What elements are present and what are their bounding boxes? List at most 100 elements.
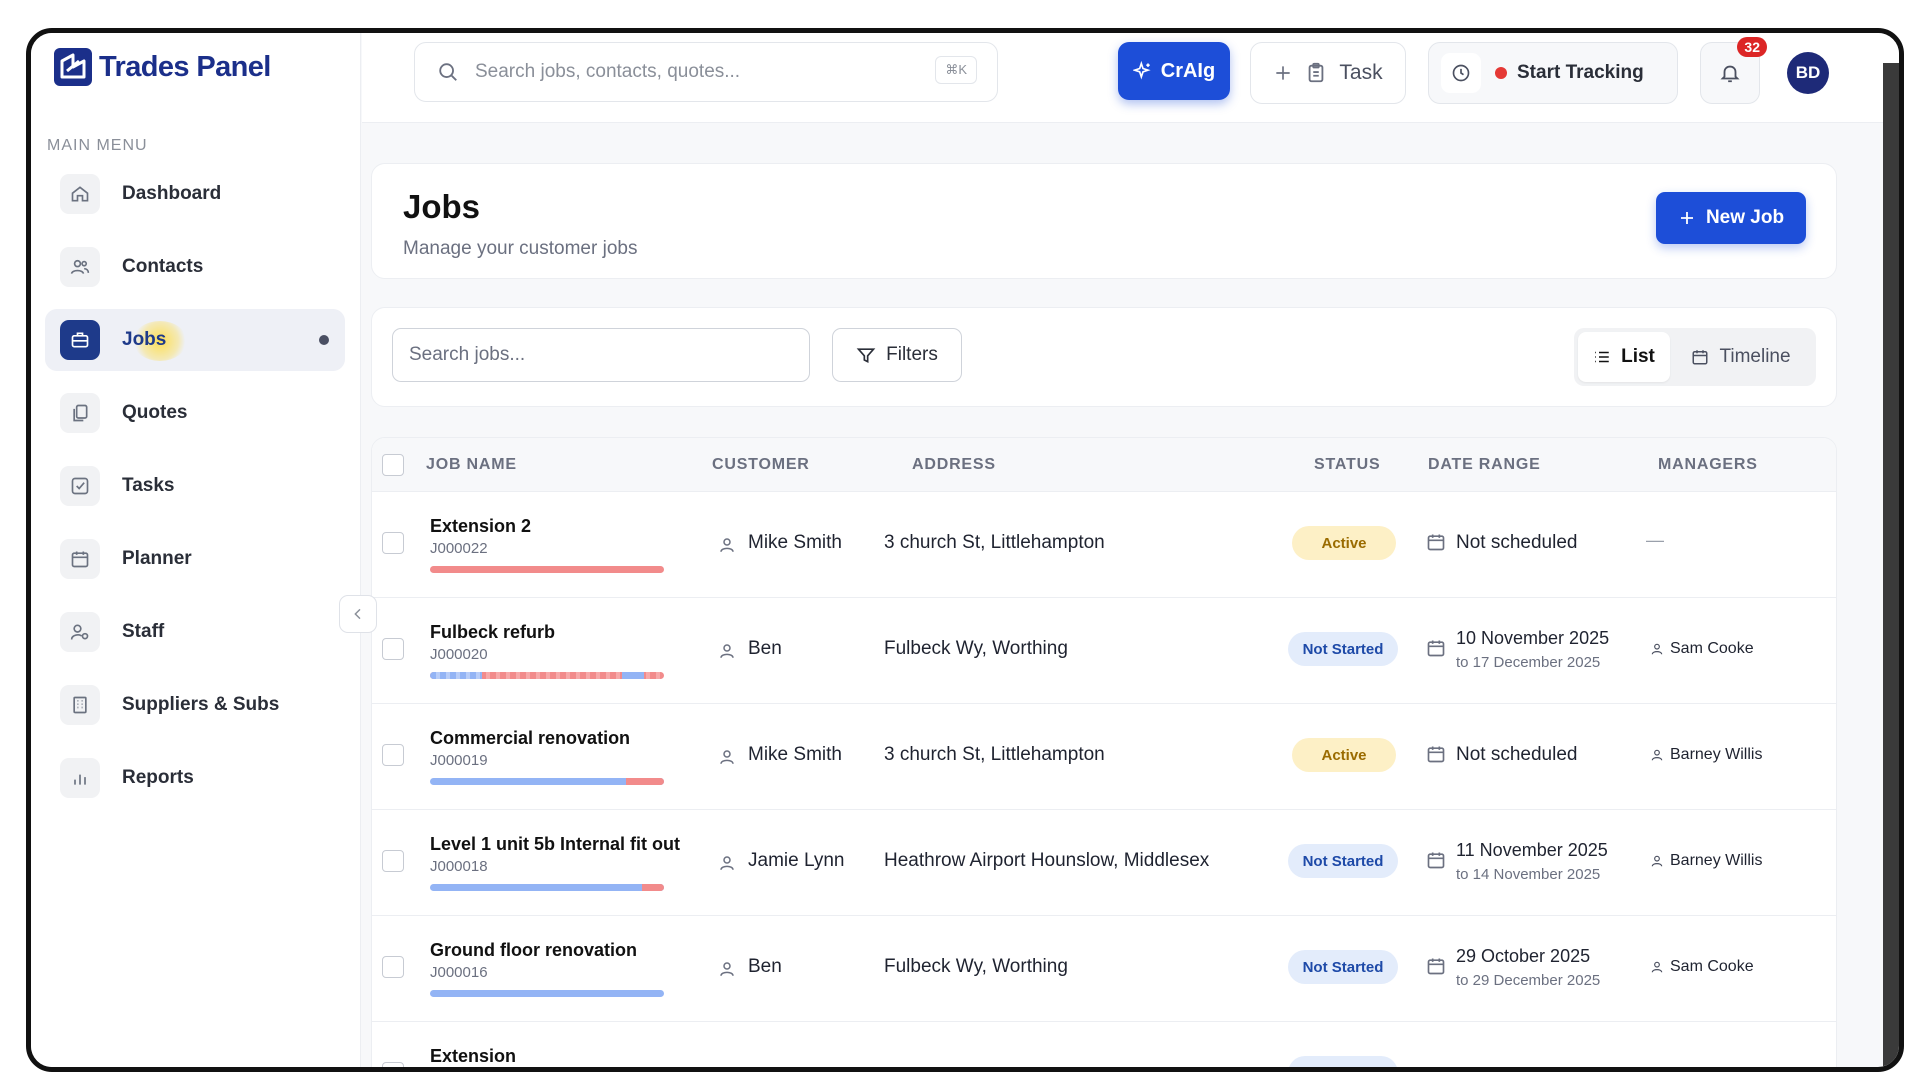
manager[interactable]: Barney Willis [1650, 746, 1762, 764]
job-progress-bar [430, 884, 664, 891]
select-all-checkbox[interactable] [382, 454, 404, 476]
person-icon [1651, 749, 1663, 761]
sidebar-item-label: Staff [122, 621, 165, 642]
notifications-button[interactable]: 32 [1700, 37, 1767, 104]
view-list-button[interactable]: List [1578, 332, 1670, 382]
person-icon [720, 962, 734, 976]
plus-icon [1680, 212, 1693, 224]
add-task-button[interactable]: Task [1250, 42, 1406, 104]
sidebar-item-tasks[interactable]: Tasks [45, 455, 345, 517]
craig-ai-button[interactable]: CrAIg [1118, 42, 1230, 100]
table-row[interactable]: Extension 2 J000022 Mike Smith 3 church … [372, 492, 1836, 598]
sidebar-item-label: Suppliers & Subs [122, 694, 280, 715]
view-timeline-button[interactable]: Timeline [1670, 332, 1812, 382]
documents-icon [60, 393, 100, 433]
table-row[interactable]: Fulbeck refurb J000020 Ben Fulbeck Wy, W… [372, 598, 1836, 704]
column-header-customer[interactable]: CUSTOMER [712, 456, 810, 473]
sidebar-item-contacts[interactable]: Contacts [45, 236, 345, 298]
manager-name: Barney Willis [1670, 852, 1763, 869]
table-row[interactable]: Level 1 unit 5b Internal fit out J000018… [372, 810, 1836, 916]
global-search-input[interactable] [475, 61, 915, 83]
job-name[interactable]: Level 1 unit 5b Internal fit out [430, 834, 681, 854]
table-row[interactable]: Extension [372, 1022, 1836, 1067]
manager[interactable]: Barney Willis [1650, 852, 1762, 870]
person-icon [720, 856, 734, 870]
row-checkbox[interactable] [382, 638, 404, 660]
job-name[interactable]: Extension [430, 1046, 517, 1066]
customer-name[interactable]: Mike Smith [748, 532, 842, 553]
active-indicator-dot [319, 335, 329, 345]
job-search-input[interactable] [392, 328, 810, 382]
row-checkbox[interactable] [382, 850, 404, 872]
status-badge: Active [1292, 526, 1396, 560]
window-scrollbar[interactable] [1883, 63, 1899, 1067]
new-job-label: New Job [1705, 207, 1785, 228]
sidebar-item-label: Planner [122, 548, 192, 569]
user-avatar[interactable]: BD [1787, 52, 1829, 94]
building-icon [60, 685, 100, 725]
clipboard-icon [1309, 62, 1324, 83]
logo[interactable]: Trades Panel [53, 47, 271, 87]
job-name[interactable]: Commercial renovation [430, 728, 631, 748]
status-badge: Active [1292, 738, 1396, 772]
search-icon [439, 63, 457, 81]
column-header-address[interactable]: ADDRESS [912, 456, 996, 473]
sidebar-item-quotes[interactable]: Quotes [45, 382, 345, 444]
filters-button[interactable]: Filters [832, 328, 962, 382]
person-icon [720, 750, 734, 764]
sidebar: Trades Panel MAIN MENU Dashboard Contact… [31, 33, 361, 1067]
job-name[interactable]: Extension 2 [430, 516, 532, 536]
brand-name: Trades Panel [99, 50, 271, 83]
column-header-date-range[interactable]: DATE RANGE [1428, 456, 1541, 473]
status-badge [1288, 1056, 1398, 1067]
start-tracking-button[interactable]: Start Tracking [1428, 42, 1678, 104]
new-job-button[interactable]: New Job [1656, 192, 1806, 244]
person-icon [720, 644, 734, 658]
customer-name[interactable]: Mike Smith [748, 744, 842, 765]
user-cog-icon [60, 612, 100, 652]
check-square-icon [60, 466, 100, 506]
sidebar-item-suppliers[interactable]: Suppliers & Subs [45, 674, 345, 736]
column-header-managers[interactable]: MANAGERS [1658, 456, 1758, 473]
calendar-icon [1427, 640, 1445, 657]
job-name[interactable]: Fulbeck refurb [430, 622, 556, 642]
top-bar: ⌘K CrAIg Task Start Tracking 32 BD [362, 33, 1899, 123]
customer-name[interactable]: Ben [748, 956, 782, 977]
person-icon [720, 538, 734, 552]
job-name[interactable]: Ground floor renovation [430, 940, 637, 960]
row-checkbox[interactable] [382, 956, 404, 978]
table-row[interactable]: Ground floor renovation J000016 Ben Fulb… [372, 916, 1836, 1022]
row-checkbox[interactable] [382, 532, 404, 554]
sidebar-item-label: Dashboard [122, 183, 222, 204]
sidebar-item-planner[interactable]: Planner [45, 528, 345, 590]
manager[interactable]: Sam Cooke [1650, 640, 1754, 658]
sidebar-item-label: Reports [122, 767, 194, 788]
job-address: Fulbeck Wy, Worthing [884, 638, 1068, 659]
sidebar-item-staff[interactable]: Staff [45, 601, 345, 663]
column-header-job-name[interactable]: JOB NAME [426, 456, 517, 473]
app-window: Trades Panel MAIN MENU Dashboard Contact… [26, 28, 1904, 1072]
filters-label: Filters [886, 344, 938, 365]
customer-name[interactable]: Ben [748, 638, 782, 659]
job-id: J000018 [430, 858, 488, 875]
table-row[interactable]: Commercial renovation J000019 Mike Smith… [372, 704, 1836, 810]
status-badge: Not Started [1288, 844, 1398, 878]
person-icon [1651, 643, 1663, 655]
sidebar-item-dashboard[interactable]: Dashboard [45, 163, 345, 225]
menu-heading: MAIN MENU [47, 137, 148, 154]
row-checkbox[interactable] [382, 744, 404, 766]
briefcase-icon [60, 320, 100, 360]
row-checkbox[interactable] [382, 1062, 404, 1067]
job-id: J000020 [430, 646, 488, 663]
job-address: Heathrow Airport Hounslow, Middlesex [884, 850, 1210, 871]
calendar-icon [1427, 958, 1445, 975]
date-end: to 29 December 2025 [1456, 972, 1601, 989]
manager[interactable]: Sam Cooke [1650, 958, 1754, 976]
sidebar-item-jobs[interactable]: Jobs [45, 309, 345, 371]
main-nav: Dashboard Contacts Jobs Quote [45, 163, 345, 820]
global-search[interactable]: ⌘K [414, 42, 998, 102]
customer-name[interactable]: Jamie Lynn [748, 850, 845, 871]
column-header-status[interactable]: STATUS [1314, 456, 1381, 473]
sidebar-item-reports[interactable]: Reports [45, 747, 345, 809]
collapse-sidebar-button[interactable] [339, 595, 377, 633]
